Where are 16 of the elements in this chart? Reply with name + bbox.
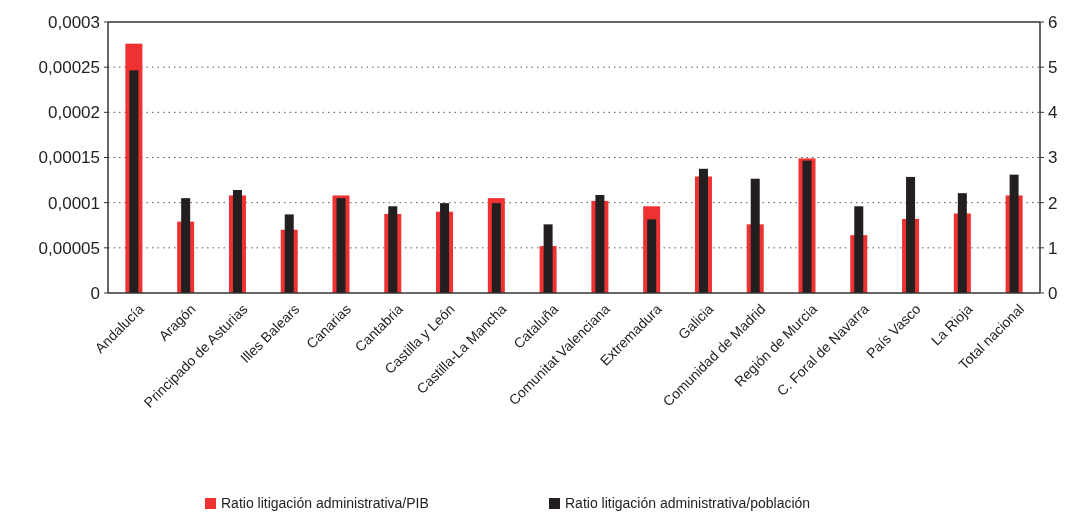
y2-tick-label: 1 bbox=[1048, 238, 1058, 258]
y-tick-label: 0,0001 bbox=[48, 193, 100, 213]
y2-tick-label: 5 bbox=[1048, 58, 1058, 78]
y2-tick-label: 0 bbox=[1048, 283, 1058, 303]
y2-tick-label: 6 bbox=[1048, 12, 1058, 32]
legend-label: Ratio litigación administrativa/PIB bbox=[221, 495, 429, 511]
y-tick-label: 0,00015 bbox=[38, 148, 100, 168]
y-tick-label: 0,0003 bbox=[48, 12, 100, 32]
legend-label: Ratio litigación administrativa/población bbox=[565, 495, 811, 511]
y-tick-label: 0,0002 bbox=[48, 103, 100, 123]
y2-tick-label: 2 bbox=[1048, 193, 1058, 213]
y2-tick-label: 4 bbox=[1048, 103, 1058, 123]
y2-tick-label: 3 bbox=[1048, 148, 1058, 168]
y-tick-label: 0,00005 bbox=[38, 238, 100, 258]
y-tick-label: 0 bbox=[90, 283, 100, 303]
y-tick-label: 0,00025 bbox=[38, 58, 100, 78]
